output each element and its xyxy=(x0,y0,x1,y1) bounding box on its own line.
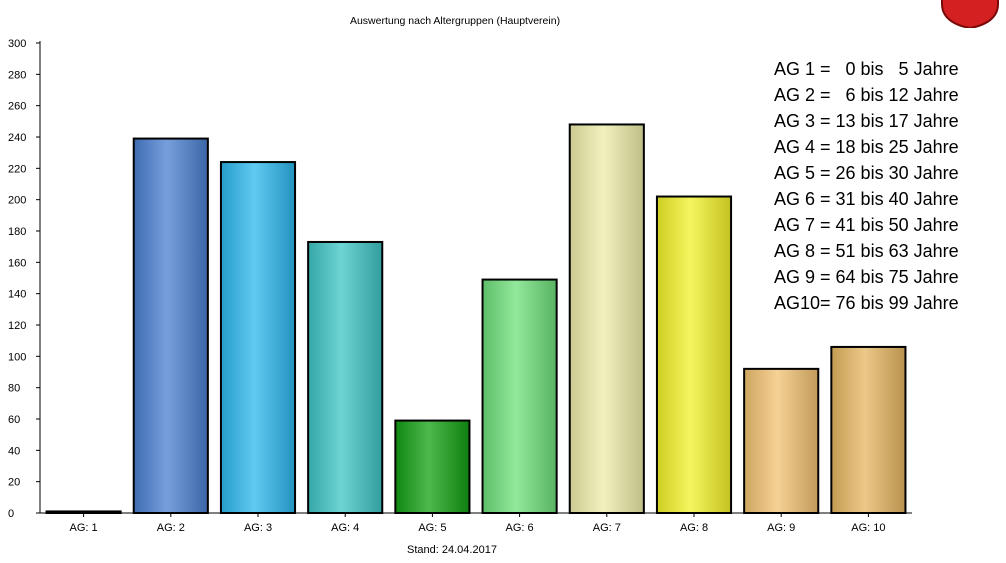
x-tick-label: AG: 3 xyxy=(244,522,272,534)
chart-footer: Stand: 24.04.2017 xyxy=(407,544,497,556)
x-tick-label: AG: 8 xyxy=(680,522,708,534)
x-tick-label: AG: 7 xyxy=(593,522,621,534)
y-tick-label: 40 xyxy=(8,445,20,457)
x-tick-label: AG: 2 xyxy=(157,522,185,534)
x-tick-label: AG: 4 xyxy=(331,522,359,534)
x-tick-label: AG: 5 xyxy=(418,522,446,534)
legend-item: AG 1 = 0 bis 5 Jahre xyxy=(774,59,959,79)
red-shield-crest-icon xyxy=(941,0,999,28)
legend-item: AG 7 = 41 bis 50 Jahre xyxy=(774,215,959,235)
legend: AG 1 = 0 bis 5 Jahre AG 2 = 6 bis 12 Jah… xyxy=(774,56,959,316)
bar xyxy=(743,367,820,514)
y-tick-label: 180 xyxy=(8,226,26,238)
y-tick-label: 260 xyxy=(8,101,26,113)
x-tick-label: AG: 1 xyxy=(70,522,98,534)
x-tick-label: AG: 10 xyxy=(851,522,885,534)
legend-item: AG 4 = 18 bis 25 Jahre xyxy=(774,137,959,157)
y-tick-label: 240 xyxy=(8,132,26,144)
legend-item: AG 2 = 6 bis 12 Jahre xyxy=(774,85,959,105)
x-tick-label: AG: 9 xyxy=(767,522,795,534)
legend-item: AG 5 = 26 bis 30 Jahre xyxy=(774,163,959,183)
legend-item: AG10= 76 bis 99 Jahre xyxy=(774,293,959,313)
y-tick-label: 100 xyxy=(8,351,26,363)
y-tick-label: 300 xyxy=(8,38,26,50)
legend-item: AG 9 = 64 bis 75 Jahre xyxy=(774,267,959,287)
bar xyxy=(655,195,733,515)
legend-item: AG 6 = 31 bis 40 Jahre xyxy=(774,189,959,209)
x-tick-label: AG: 6 xyxy=(506,522,534,534)
bar xyxy=(481,278,558,515)
y-tick-label: 280 xyxy=(8,69,26,81)
x-axis: AG: 1 AG: 2 AG: 3 AG: 4 AG: 5 AG: 6 AG: 7 AG: 8… xyxy=(40,512,912,534)
y-tick-label: 120 xyxy=(8,320,26,332)
legend-item: AG 3 = 13 bis 17 Jahre xyxy=(774,111,959,131)
y-axis: 0 20 40 60 80 100 120 140 160 180 200 220 240 260 280 3… xyxy=(8,38,41,520)
y-tick-label: 60 xyxy=(8,414,20,426)
bar xyxy=(394,419,471,515)
y-tick-label: 0 xyxy=(8,508,14,520)
bar xyxy=(568,123,645,514)
bar xyxy=(132,137,209,514)
bars xyxy=(45,123,907,515)
legend-item: AG 8 = 51 bis 63 Jahre xyxy=(774,241,959,261)
bar xyxy=(830,345,907,514)
y-tick-label: 20 xyxy=(8,477,20,489)
y-tick-label: 220 xyxy=(8,163,26,175)
y-tick-label: 140 xyxy=(8,289,26,301)
chart-title: Auswertung nach Altergruppen (Hauptverei… xyxy=(350,15,560,27)
bar xyxy=(219,161,297,514)
y-tick-label: 160 xyxy=(8,257,26,269)
y-tick-label: 80 xyxy=(8,383,20,395)
y-tick-label: 200 xyxy=(8,195,26,207)
bar xyxy=(307,240,384,514)
